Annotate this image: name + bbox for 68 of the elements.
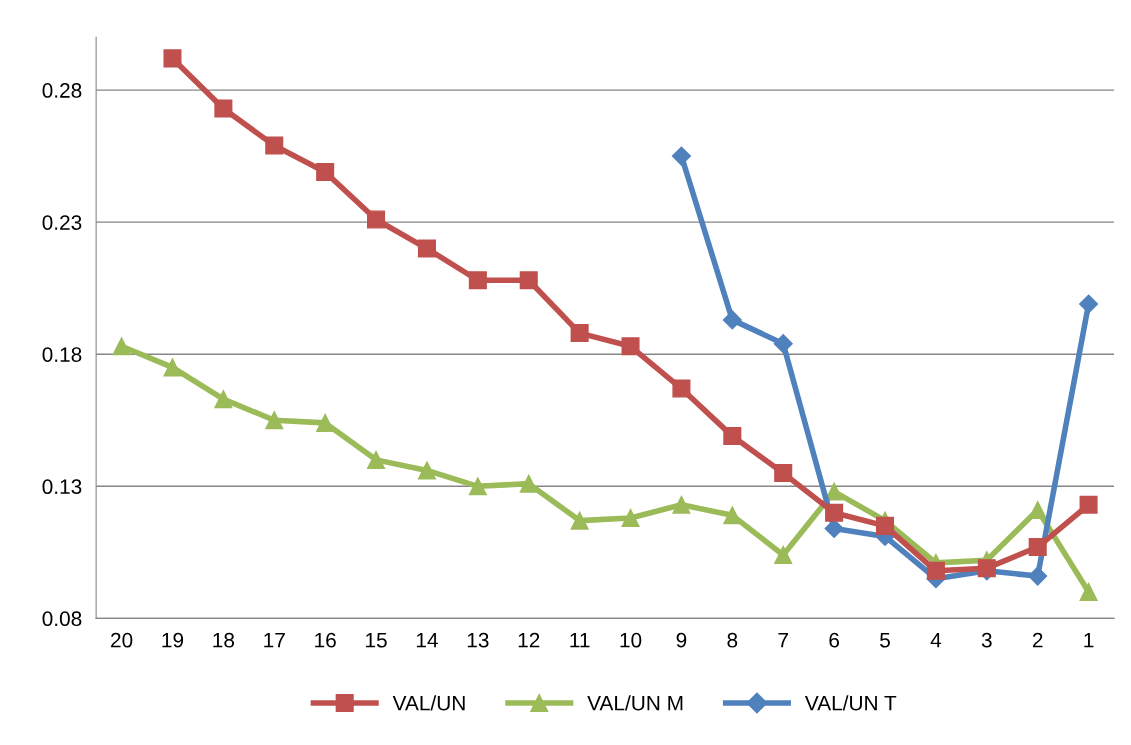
y-tick-label: 0.28 <box>42 83 82 98</box>
point <box>723 427 742 446</box>
legend-label: VAL/UN T <box>804 695 897 711</box>
x-tick-label: 7 <box>778 633 788 648</box>
point <box>112 337 131 356</box>
point <box>621 508 640 528</box>
point <box>875 516 895 535</box>
x-tick-label: 5 <box>880 633 890 648</box>
y-tick-label: 0.23 <box>42 215 82 230</box>
point <box>570 511 589 530</box>
x-tick-label: 2 <box>1032 632 1043 648</box>
point <box>672 379 691 398</box>
point <box>926 561 945 580</box>
point <box>671 146 691 166</box>
y-tick-label: 0.13 <box>42 479 82 495</box>
point <box>825 482 844 501</box>
point <box>825 503 844 522</box>
legend-label: VAL/UN M <box>587 695 683 711</box>
point <box>1079 495 1098 514</box>
point <box>417 239 436 258</box>
x-tick-label: 10 <box>620 632 642 648</box>
point <box>468 271 487 290</box>
point <box>672 495 691 514</box>
point <box>417 461 436 480</box>
legend-label: VAL/UN <box>392 695 465 711</box>
point <box>1079 294 1099 314</box>
y-tick-label: 0.18 <box>42 347 82 362</box>
x-tick-label: 6 <box>829 632 839 648</box>
x-tick-label: 16 <box>315 632 336 648</box>
point <box>316 162 335 181</box>
point <box>163 49 182 68</box>
point <box>1079 582 1098 601</box>
point <box>519 474 538 493</box>
x-tick-label: 13 <box>467 632 489 648</box>
point <box>824 519 844 539</box>
point <box>774 464 793 483</box>
x-tick-label: 18 <box>213 632 235 648</box>
point <box>214 99 233 118</box>
x-tick-label: 15 <box>366 633 387 648</box>
point <box>367 450 386 469</box>
point <box>723 506 742 525</box>
x-tick-label: 8 <box>727 632 738 648</box>
point <box>367 210 386 229</box>
point <box>774 545 793 564</box>
point <box>773 334 793 354</box>
point <box>722 310 742 330</box>
x-tick-label: 14 <box>416 633 438 648</box>
point <box>1028 538 1047 557</box>
x-tick-label: 12 <box>518 632 540 648</box>
x-tick-label: 3 <box>981 632 992 648</box>
point <box>214 390 233 409</box>
x-tick-label: 9 <box>676 632 687 648</box>
point <box>621 337 640 356</box>
x-tick-label: 19 <box>162 632 184 648</box>
x-tick-label: 20 <box>111 632 133 648</box>
x-tick-label: 4 <box>930 633 942 648</box>
point <box>163 358 182 377</box>
point <box>468 477 487 496</box>
point <box>265 411 284 430</box>
x-tick-label: 11 <box>570 633 590 648</box>
x-tick-label: 17 <box>264 633 285 648</box>
x-tick-label: 1 <box>1084 633 1094 648</box>
point <box>265 136 284 155</box>
point <box>519 271 538 290</box>
point <box>316 413 335 432</box>
point <box>1028 566 1048 586</box>
point <box>570 324 589 343</box>
y-tick-label: 0.08 <box>42 611 82 627</box>
